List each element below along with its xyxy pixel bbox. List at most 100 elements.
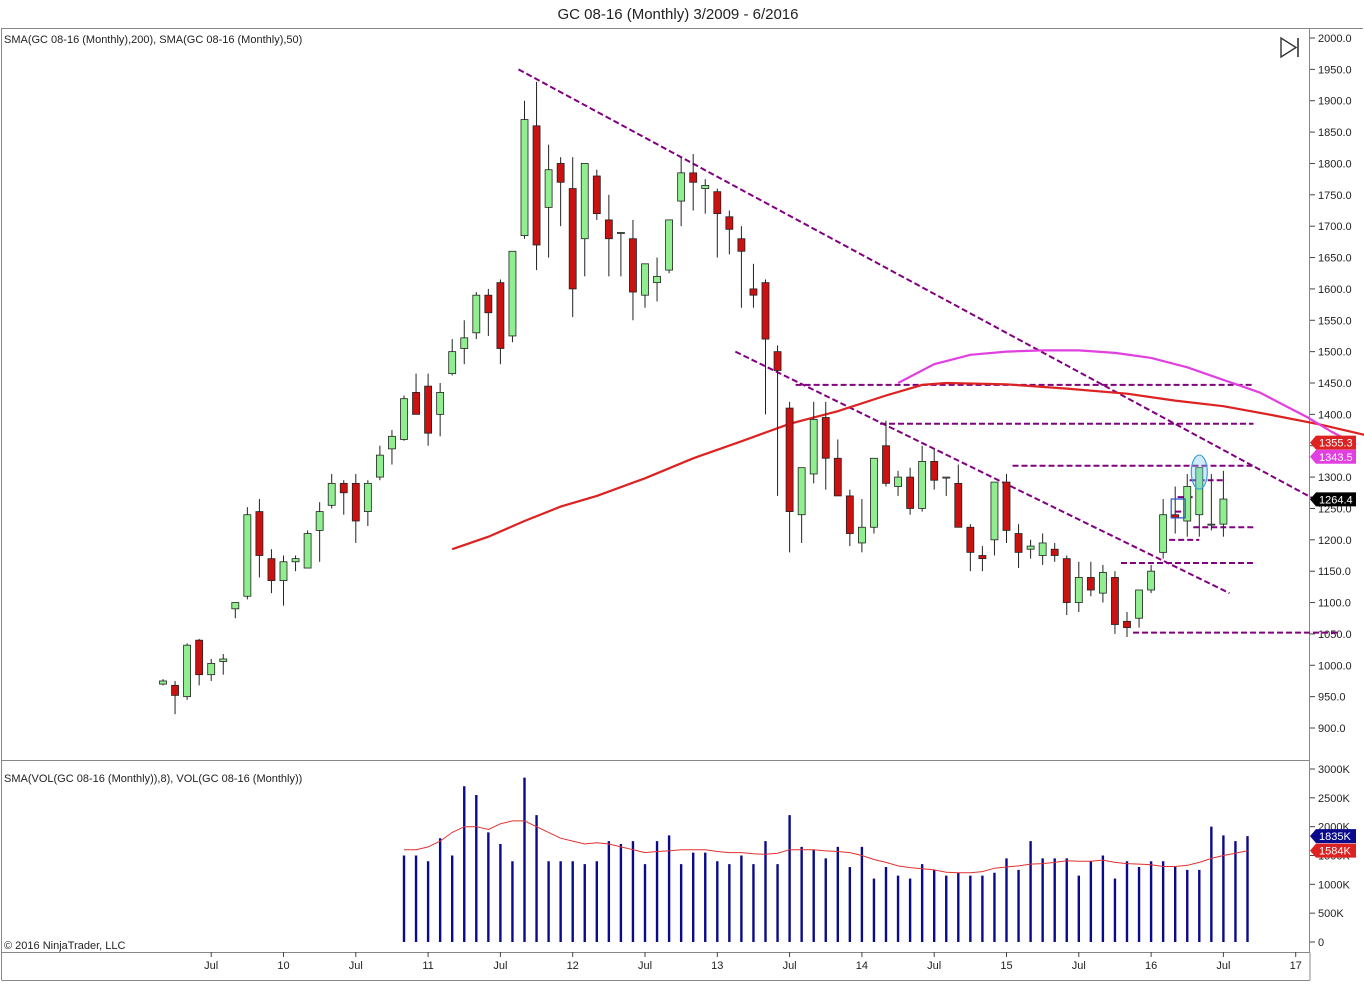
price-tag: 1343.5: [1310, 449, 1356, 464]
price-tick-label: 1000.0: [1318, 660, 1352, 672]
candle-body: [725, 216, 734, 230]
candle-body: [592, 175, 601, 215]
candle: [279, 555, 288, 606]
candle: [1207, 473, 1216, 531]
candle-body: [315, 511, 324, 531]
candle-body: [1147, 570, 1155, 591]
candle: [375, 445, 384, 481]
candle: [677, 157, 686, 227]
price-tick-label: 1250.0: [1318, 503, 1352, 515]
candle-body: [882, 445, 890, 484]
candle-body: [267, 558, 276, 581]
price-axis[interactable]: 900.0 950.0 1000.0 1050.0 1100.0 1150.0 1200.0…: [1310, 33, 1352, 735]
candle: [773, 345, 782, 496]
candle: [1026, 539, 1035, 559]
price-tick-label: 1750.0: [1318, 190, 1352, 202]
candle-body: [363, 482, 372, 512]
annotations-layer: [1170, 454, 1208, 519]
candle: [267, 549, 276, 594]
candle-body: [906, 476, 914, 509]
candle-body: [617, 232, 625, 234]
candle-body: [484, 294, 493, 314]
candle: [363, 480, 372, 527]
candle: [388, 430, 396, 465]
time-tick-label: Jul: [1072, 960, 1086, 972]
price-tick-label: 1500.0: [1318, 347, 1352, 359]
candle: [472, 292, 481, 340]
candle-body: [159, 680, 167, 685]
candle: [713, 188, 722, 258]
price-tag: 1264.4: [1310, 492, 1356, 507]
price-tick-label: 1550.0: [1318, 315, 1352, 327]
candle-body: [532, 125, 541, 246]
candle-body: [797, 467, 806, 516]
candle-body: [749, 288, 758, 296]
time-tick-label: 17: [1290, 960, 1302, 972]
candle: [785, 401, 794, 553]
candle: [797, 467, 806, 543]
time-tick-label: Jul: [1216, 960, 1230, 972]
candle: [1074, 561, 1083, 612]
candle: [918, 445, 927, 512]
candle-body: [870, 457, 878, 528]
candle: [1050, 542, 1059, 562]
candle-body: [1086, 577, 1095, 591]
candle-body: [1183, 486, 1192, 522]
candle: [231, 602, 240, 619]
volume-tick-label: 2500K: [1318, 793, 1350, 805]
candles-layer: [159, 81, 1228, 715]
candle-body: [207, 662, 216, 676]
candle: [894, 470, 902, 496]
time-axis[interactable]: Jul 10 Jul 11 Jul 12 Jul 13 Jul 14 Jul 15 Jul 16 Jul 17: [204, 952, 1302, 972]
volume-panel-label: SMA(VOL(GC 08-16 (Monthly)),8), VOL(GC 0…: [4, 773, 302, 785]
candle: [303, 530, 312, 569]
candle: [351, 473, 360, 543]
candle: [1183, 473, 1192, 537]
price-tag-text: 1355.3: [1319, 438, 1353, 450]
volume-tag-bg: [1310, 829, 1356, 844]
candle: [568, 157, 577, 318]
candle-body: [966, 526, 975, 553]
time-tick-label: Jul: [638, 960, 652, 972]
price-tick-label: 1850.0: [1318, 127, 1352, 139]
candle-body: [990, 481, 999, 541]
candle: [978, 546, 987, 572]
candle: [592, 169, 601, 220]
price-tick-label: 1950.0: [1318, 64, 1352, 76]
candle-body: [1111, 577, 1119, 625]
candle-body: [291, 558, 300, 563]
candle: [701, 179, 710, 214]
candle: [339, 480, 348, 515]
candle: [930, 448, 939, 490]
candle-body: [556, 163, 565, 183]
candle-body: [809, 418, 818, 475]
scroll-to-end-icon[interactable]: [1280, 36, 1299, 59]
candle: [653, 257, 661, 302]
candle-body: [1050, 548, 1059, 556]
candle: [1111, 571, 1119, 634]
candle: [1002, 473, 1011, 543]
candle-body: [954, 482, 963, 528]
candle: [809, 401, 818, 484]
candle: [291, 555, 300, 572]
candle-body: [400, 398, 408, 440]
price-panel-label: SMA(GC 08-16 (Monthly),200), SMA(GC 08-1…: [4, 34, 302, 46]
candle: [725, 210, 734, 255]
highlight-ellipse: [1190, 454, 1208, 490]
candle-body: [243, 514, 252, 597]
candle: [1062, 555, 1071, 616]
candle-body: [195, 639, 204, 676]
candle: [761, 279, 770, 415]
candle: [1123, 611, 1131, 638]
candle: [665, 219, 673, 274]
time-tick-label: 15: [1000, 960, 1012, 972]
candle-body: [412, 392, 420, 415]
price-tick-label: 1200.0: [1318, 535, 1352, 547]
candle: [641, 263, 649, 308]
candle: [617, 232, 625, 277]
candle: [870, 457, 878, 534]
candle: [436, 383, 445, 437]
